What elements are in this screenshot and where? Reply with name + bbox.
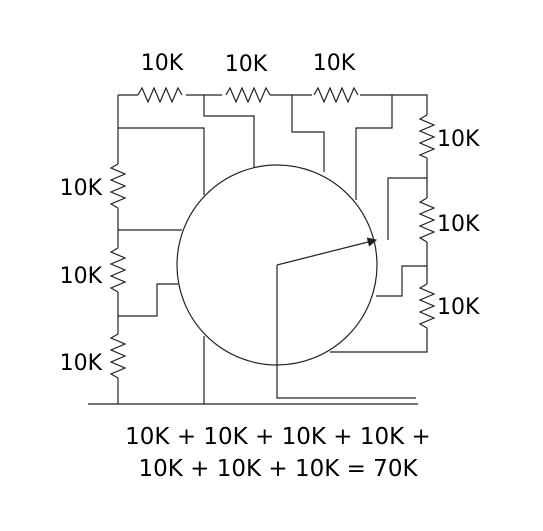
label-left-bottom: 10K — [60, 351, 103, 376]
resistor-top-middle — [225, 86, 271, 104]
resistor-left-bottom — [109, 333, 127, 379]
equation-line-2: 10K + 10K + 10K = 70K — [138, 456, 418, 482]
label-top-left: 10K — [141, 51, 184, 76]
resistor-left-middle — [109, 247, 127, 293]
wiper-output-wire — [276, 265, 416, 399]
top-rail-wire — [118, 94, 428, 110]
label-right-middle: 10K — [437, 212, 480, 237]
resistor-left-top — [109, 163, 127, 209]
wiper-arrow — [276, 237, 378, 266]
label-top-middle: 10K — [225, 52, 268, 77]
label-left-middle: 10K — [60, 264, 103, 289]
tap-wires — [118, 95, 427, 404]
label-left-top: 10K — [60, 176, 103, 201]
label-top-right: 10K — [313, 51, 356, 76]
resistor-right-middle — [418, 197, 436, 243]
resistor-top-right — [313, 86, 359, 104]
resistor-right-top — [418, 114, 436, 159]
resistor-top-left — [137, 86, 183, 104]
equation-line-1: 10K + 10K + 10K + 10K + — [125, 424, 431, 450]
label-right-bottom: 10K — [437, 295, 480, 320]
right-rail-wire — [330, 110, 428, 353]
resistor-right-bottom — [418, 283, 436, 329]
label-right-top: 10K — [437, 127, 480, 152]
